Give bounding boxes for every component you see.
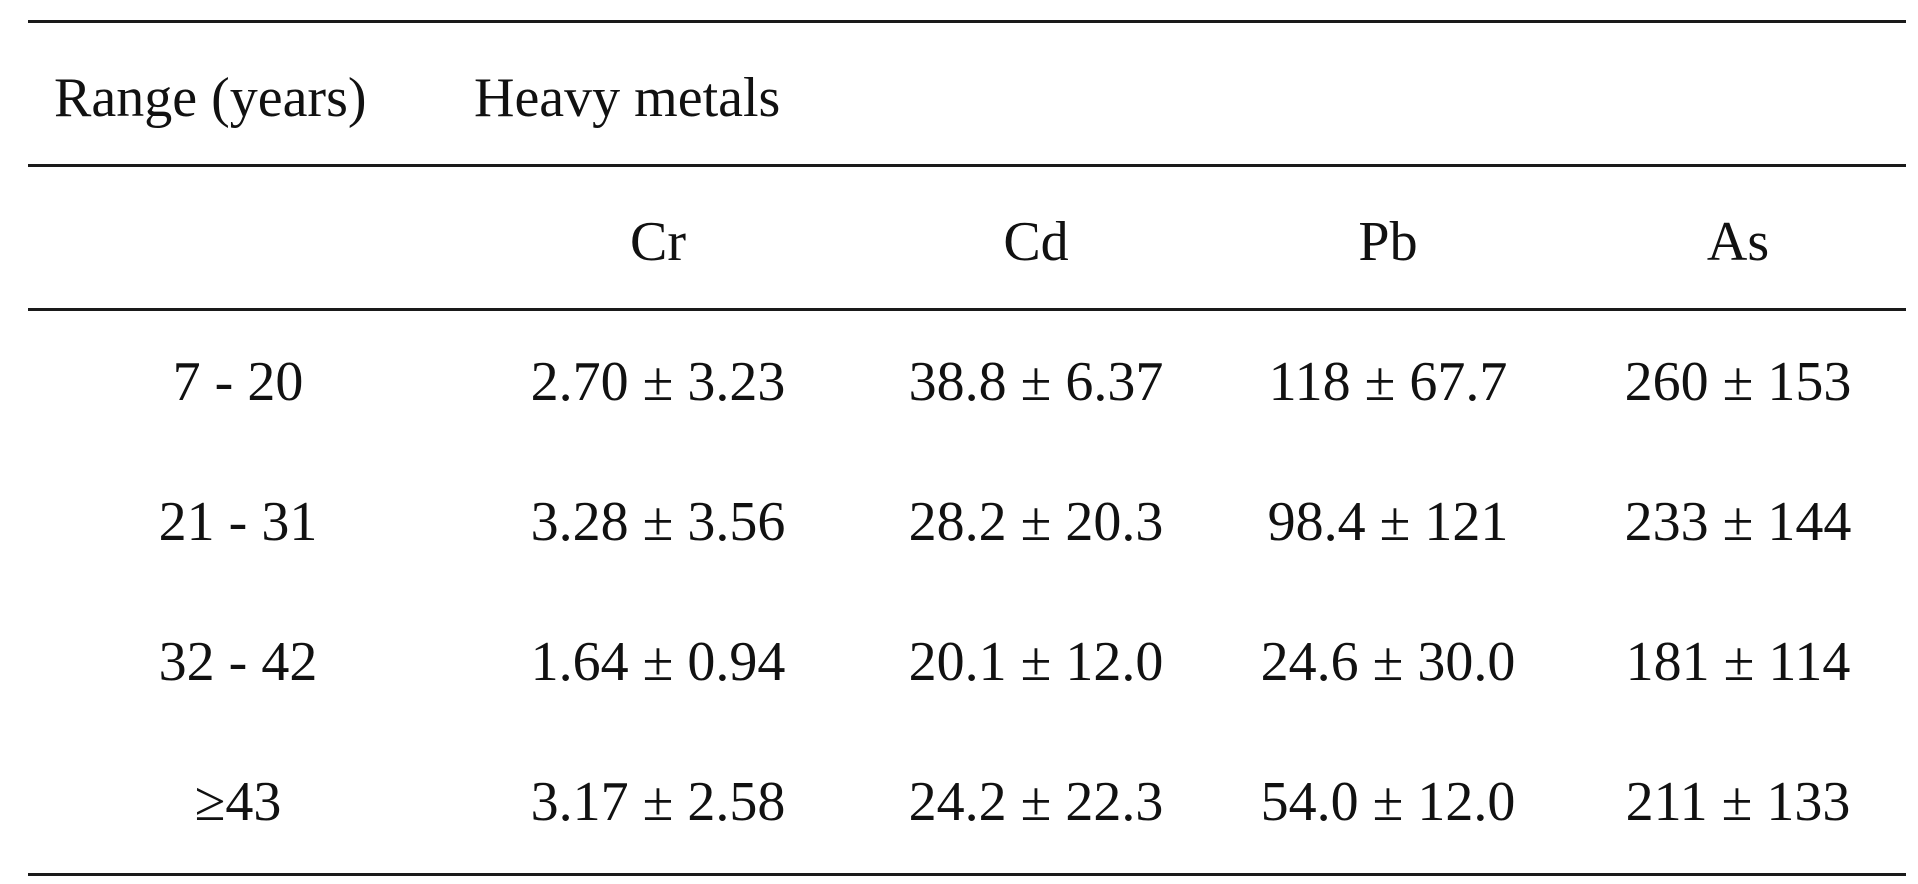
as-value-cell: 260 ± 153: [1624, 351, 1852, 413]
table-top-rule: [28, 20, 1906, 23]
pb-value-cell: 118 ± 67.7: [1268, 351, 1508, 413]
cd-value-cell: 20.1 ± 12.0: [908, 631, 1164, 693]
cd-value-cell: 38.8 ± 6.37: [908, 351, 1164, 413]
metal-header-cd: Cd: [1003, 211, 1069, 273]
table-bottom-rule: [28, 873, 1906, 876]
subheader-rule: [28, 308, 1906, 311]
cd-value-cell: 28.2 ± 20.3: [908, 491, 1164, 553]
as-value-cell: 211 ± 133: [1625, 771, 1851, 833]
heavy-metals-group-header: Heavy metals: [474, 67, 781, 129]
metal-header-cr: Cr: [630, 211, 686, 273]
pb-value-cell: 54.0 ± 12.0: [1260, 771, 1516, 833]
as-value-cell: 233 ± 144: [1624, 491, 1852, 553]
range-cell: 7 - 20: [172, 351, 304, 413]
cd-value-cell: 24.2 ± 22.3: [908, 771, 1164, 833]
range-cell: 32 - 42: [158, 631, 318, 693]
range-column-header: Range (years): [54, 67, 367, 129]
cr-value-cell: 3.28 ± 3.56: [530, 491, 786, 553]
cr-value-cell: 1.64 ± 0.94: [530, 631, 786, 693]
pb-value-cell: 98.4 ± 121: [1267, 491, 1509, 553]
as-value-cell: 181 ± 114: [1625, 631, 1851, 693]
cr-value-cell: 3.17 ± 2.58: [530, 771, 786, 833]
pb-value-cell: 24.6 ± 30.0: [1260, 631, 1516, 693]
metal-header-as: As: [1706, 211, 1770, 273]
header-rule: [28, 164, 1906, 167]
cr-value-cell: 2.70 ± 3.23: [530, 351, 786, 413]
range-cell: 21 - 31: [158, 491, 318, 553]
metal-header-pb: Pb: [1358, 211, 1418, 273]
range-cell: ≥43: [194, 771, 282, 833]
